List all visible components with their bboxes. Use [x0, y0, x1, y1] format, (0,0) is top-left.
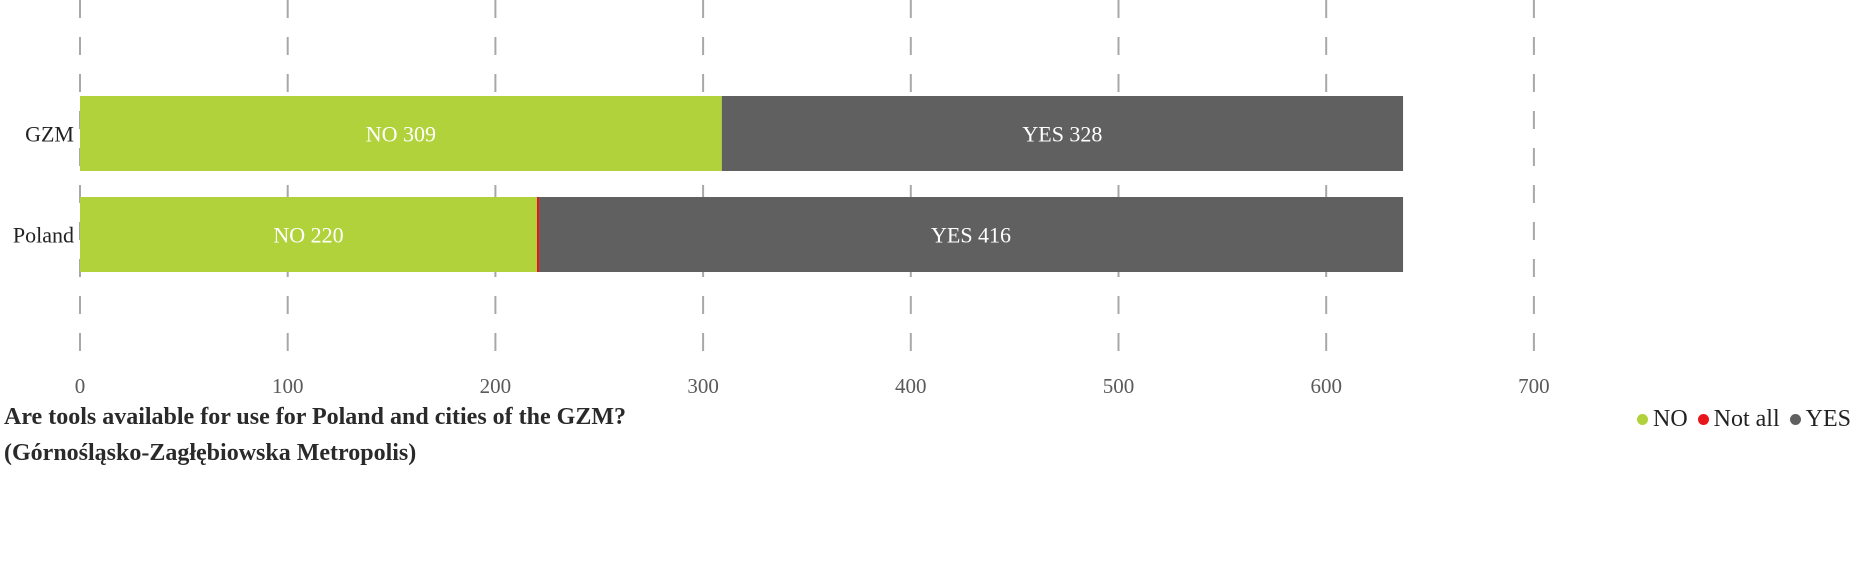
category-label: Poland [13, 223, 74, 248]
chart-title: Are tools available for use for Poland a… [4, 404, 626, 430]
bar-value-label: NO 220 [273, 223, 343, 248]
x-tick-label: 500 [1103, 374, 1135, 398]
x-tick-label: 200 [480, 374, 512, 398]
bar-no [80, 197, 537, 272]
legend-item: Not all [1697, 406, 1780, 433]
category-labels: GZM Poland [13, 122, 74, 248]
x-axis-tick-labels: 0 100 200 300 400 500 600 700 [75, 374, 1550, 398]
bar-value-label: NO 309 [366, 122, 436, 147]
x-tick-label: 300 [687, 374, 719, 398]
legend-marker-icon [1789, 414, 1801, 425]
x-tick-label: 0 [75, 374, 86, 398]
category-label: GZM [25, 122, 74, 147]
legend-label: NO [1652, 406, 1688, 432]
chart-subtitle: (Górnośląsko-Zagłębiowska Metropolis) [4, 440, 417, 466]
legend-marker-icon [1636, 414, 1648, 425]
bar-value-label: YES 416 [931, 223, 1011, 248]
bar-yes [721, 96, 1404, 171]
legend-label: YES [1805, 406, 1851, 432]
bar-not-all [536, 197, 540, 272]
bar-yes [539, 197, 1404, 272]
legend-marker-icon [1697, 414, 1709, 425]
bars [80, 96, 1404, 272]
legend: NO Not all YES [1627, 406, 1851, 433]
gridlines [79, 0, 1535, 370]
x-tick-label: 700 [1518, 374, 1550, 398]
x-tick-label: 600 [1310, 374, 1342, 398]
bar-no [80, 96, 722, 171]
legend-item: NO [1636, 406, 1688, 433]
x-tick-label: 400 [895, 374, 927, 398]
x-tick-label: 100 [272, 374, 304, 398]
bar-value-label: YES 328 [1022, 122, 1102, 147]
legend-label: Not all [1713, 406, 1780, 432]
legend-item: YES [1789, 406, 1851, 433]
bar-labels: NO 309 YES 328 NO 220 YES 416 [273, 122, 1102, 248]
